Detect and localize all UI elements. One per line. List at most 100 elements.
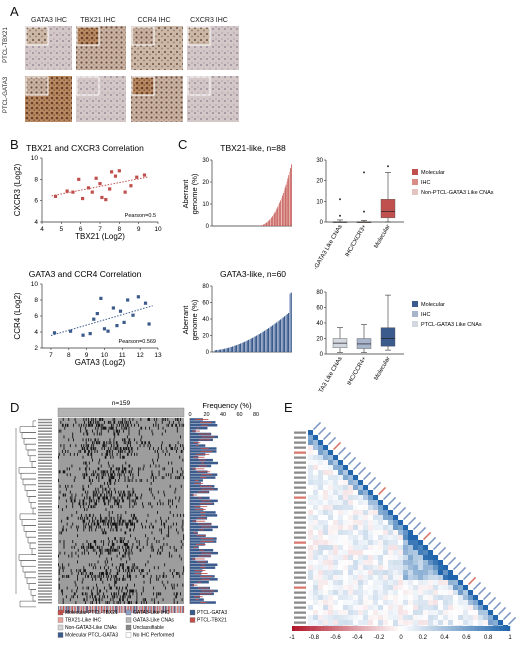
correlation-cell (373, 560, 379, 566)
heatmap-cell (158, 473, 160, 477)
heatmap-cell (67, 516, 69, 520)
heatmap-cell (74, 592, 76, 596)
heatmap-cell (86, 447, 88, 451)
heatmap-cell (129, 557, 131, 561)
correlation-cell (368, 505, 374, 511)
sample-class-stripe (168, 606, 170, 613)
heatmap-cell (109, 493, 111, 497)
row-label (38, 433, 52, 435)
heatmap-cell (88, 545, 90, 549)
heatmap-cell (118, 601, 120, 605)
heatmap-cell (100, 566, 101, 570)
correlation-cell (323, 525, 329, 531)
correlation-cell (343, 575, 349, 581)
heatmap-cell (114, 502, 116, 506)
heatmap-cell (127, 423, 129, 427)
correlation-cell (313, 500, 319, 506)
correlation-cell (413, 580, 419, 586)
heatmap-cell (84, 525, 86, 529)
heatmap-cell (131, 566, 133, 570)
heatmap-cell (108, 551, 110, 555)
legend-label: Non-GATA3-Like CNAs (65, 625, 117, 631)
dendrogram-branch (24, 571, 36, 579)
frequency-bar-tbx21 (199, 439, 211, 441)
bar (268, 220, 270, 226)
heatmap-cell (88, 519, 90, 523)
heatmap-cell (124, 531, 126, 535)
heatmap-cell (85, 444, 87, 448)
heatmap-cell (119, 540, 121, 544)
sample-class-stripe (102, 606, 104, 613)
heatmap-cell (110, 598, 112, 602)
correlation-cell (408, 615, 414, 621)
heatmap-cell (71, 572, 73, 575)
heatmap-cell (150, 545, 152, 549)
sample-class-stripe (84, 606, 86, 613)
correlation-cell (493, 620, 499, 626)
correlation-cell (388, 555, 394, 561)
heatmap-cell (122, 563, 124, 567)
correlation-cell (363, 585, 369, 591)
correlation-cell (318, 450, 324, 456)
row-variable-label (294, 576, 306, 579)
heatmap-cell (95, 420, 97, 424)
correlation-cell (398, 590, 404, 596)
correlation-cell (308, 580, 314, 586)
correlation-cell (388, 620, 394, 626)
correlation-cell (433, 565, 439, 571)
sample-class-stripe (73, 606, 74, 613)
heatmap-cell (108, 511, 110, 514)
heatmap-cell (106, 452, 108, 456)
heatmap-cell (82, 455, 84, 459)
heatmap-cell (91, 447, 93, 451)
bar (284, 187, 286, 226)
correlation-cell (408, 580, 414, 586)
heatmap-cell (102, 519, 104, 523)
correlation-cell (343, 550, 349, 556)
correlation-cell (373, 520, 379, 526)
sample-class-stripe (92, 606, 94, 613)
correlation-cell (318, 555, 324, 561)
correlation-cell (393, 545, 399, 551)
correlation-cell (383, 610, 389, 616)
correlation-cell (353, 550, 359, 556)
heatmap-cell (168, 473, 170, 477)
bar (264, 223, 266, 226)
heatmap-cell (86, 432, 88, 436)
heatmap-cell (62, 423, 64, 427)
correlation-cell (328, 615, 334, 621)
sample-class-stripe (151, 606, 153, 613)
heatmap-cell (165, 519, 167, 523)
heatmap-cell (92, 595, 93, 599)
sample-class-stripe (74, 606, 76, 613)
sample-class-stripe (126, 606, 128, 613)
heatmap-cell (153, 418, 155, 421)
bar (240, 343, 242, 352)
correlation-cell (473, 610, 479, 616)
correlation-cell (323, 495, 329, 501)
heatmap-cell (115, 580, 116, 584)
box-outlier (363, 210, 365, 213)
dendrogram-branch (19, 426, 36, 433)
heatmap-cell (182, 444, 184, 448)
row-label (38, 558, 52, 560)
heatmap-cell (80, 423, 82, 427)
sample-class-stripe (92, 606, 93, 613)
sample-class-stripe (157, 606, 159, 613)
colorbar-segment (379, 626, 384, 631)
correlation-cell (358, 620, 364, 626)
correlation-cell (338, 495, 344, 501)
heatmap-cell (126, 447, 128, 451)
correlation-cell (403, 620, 409, 626)
correlation-cell (373, 620, 379, 626)
correlation-cell (348, 615, 354, 621)
heatmap-cell (66, 423, 68, 427)
heatmap-cell (99, 574, 101, 578)
frequency-bar-tbx21 (199, 549, 205, 551)
variable-label (437, 546, 447, 556)
heatmap-cell (121, 423, 123, 427)
heatmap-cell (91, 452, 93, 456)
bar (274, 323, 276, 352)
box-category-label: Molecular (374, 356, 392, 382)
